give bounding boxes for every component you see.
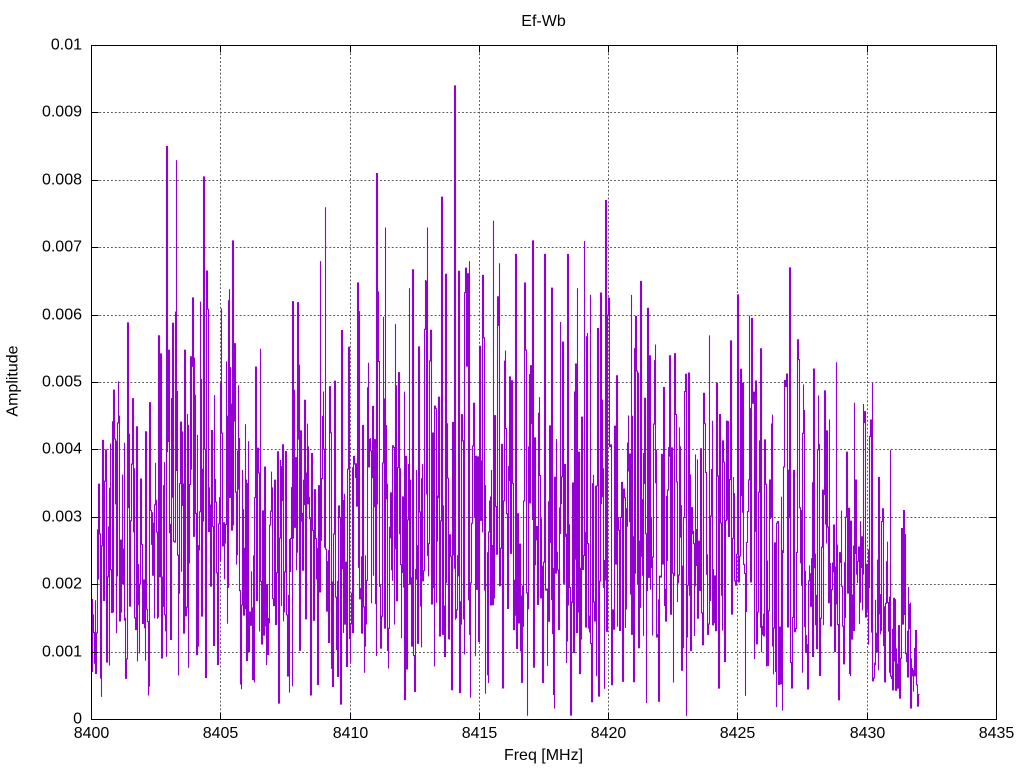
svg-text:0.007: 0.007 [42, 239, 82, 256]
svg-text:0.01: 0.01 [51, 37, 82, 54]
svg-text:0.008: 0.008 [42, 172, 82, 189]
svg-text:8405: 8405 [203, 725, 239, 742]
svg-text:8415: 8415 [462, 725, 498, 742]
svg-text:0.006: 0.006 [42, 307, 82, 324]
svg-text:Amplitude: Amplitude [5, 345, 22, 416]
svg-text:0.005: 0.005 [42, 374, 82, 391]
svg-text:0.003: 0.003 [42, 509, 82, 526]
svg-text:Freq [MHz]: Freq [MHz] [504, 747, 583, 764]
svg-text:8435: 8435 [979, 725, 1015, 742]
svg-text:8400: 8400 [74, 725, 110, 742]
svg-text:Ef-Wb: Ef-Wb [521, 13, 566, 30]
svg-text:0.001: 0.001 [42, 644, 82, 661]
svg-text:0.004: 0.004 [42, 441, 82, 458]
svg-text:8410: 8410 [333, 725, 369, 742]
svg-text:8430: 8430 [850, 725, 886, 742]
svg-text:0.009: 0.009 [42, 104, 82, 121]
svg-text:0: 0 [73, 711, 82, 728]
svg-text:8420: 8420 [591, 725, 627, 742]
svg-text:8425: 8425 [720, 725, 756, 742]
svg-text:0.002: 0.002 [42, 576, 82, 593]
